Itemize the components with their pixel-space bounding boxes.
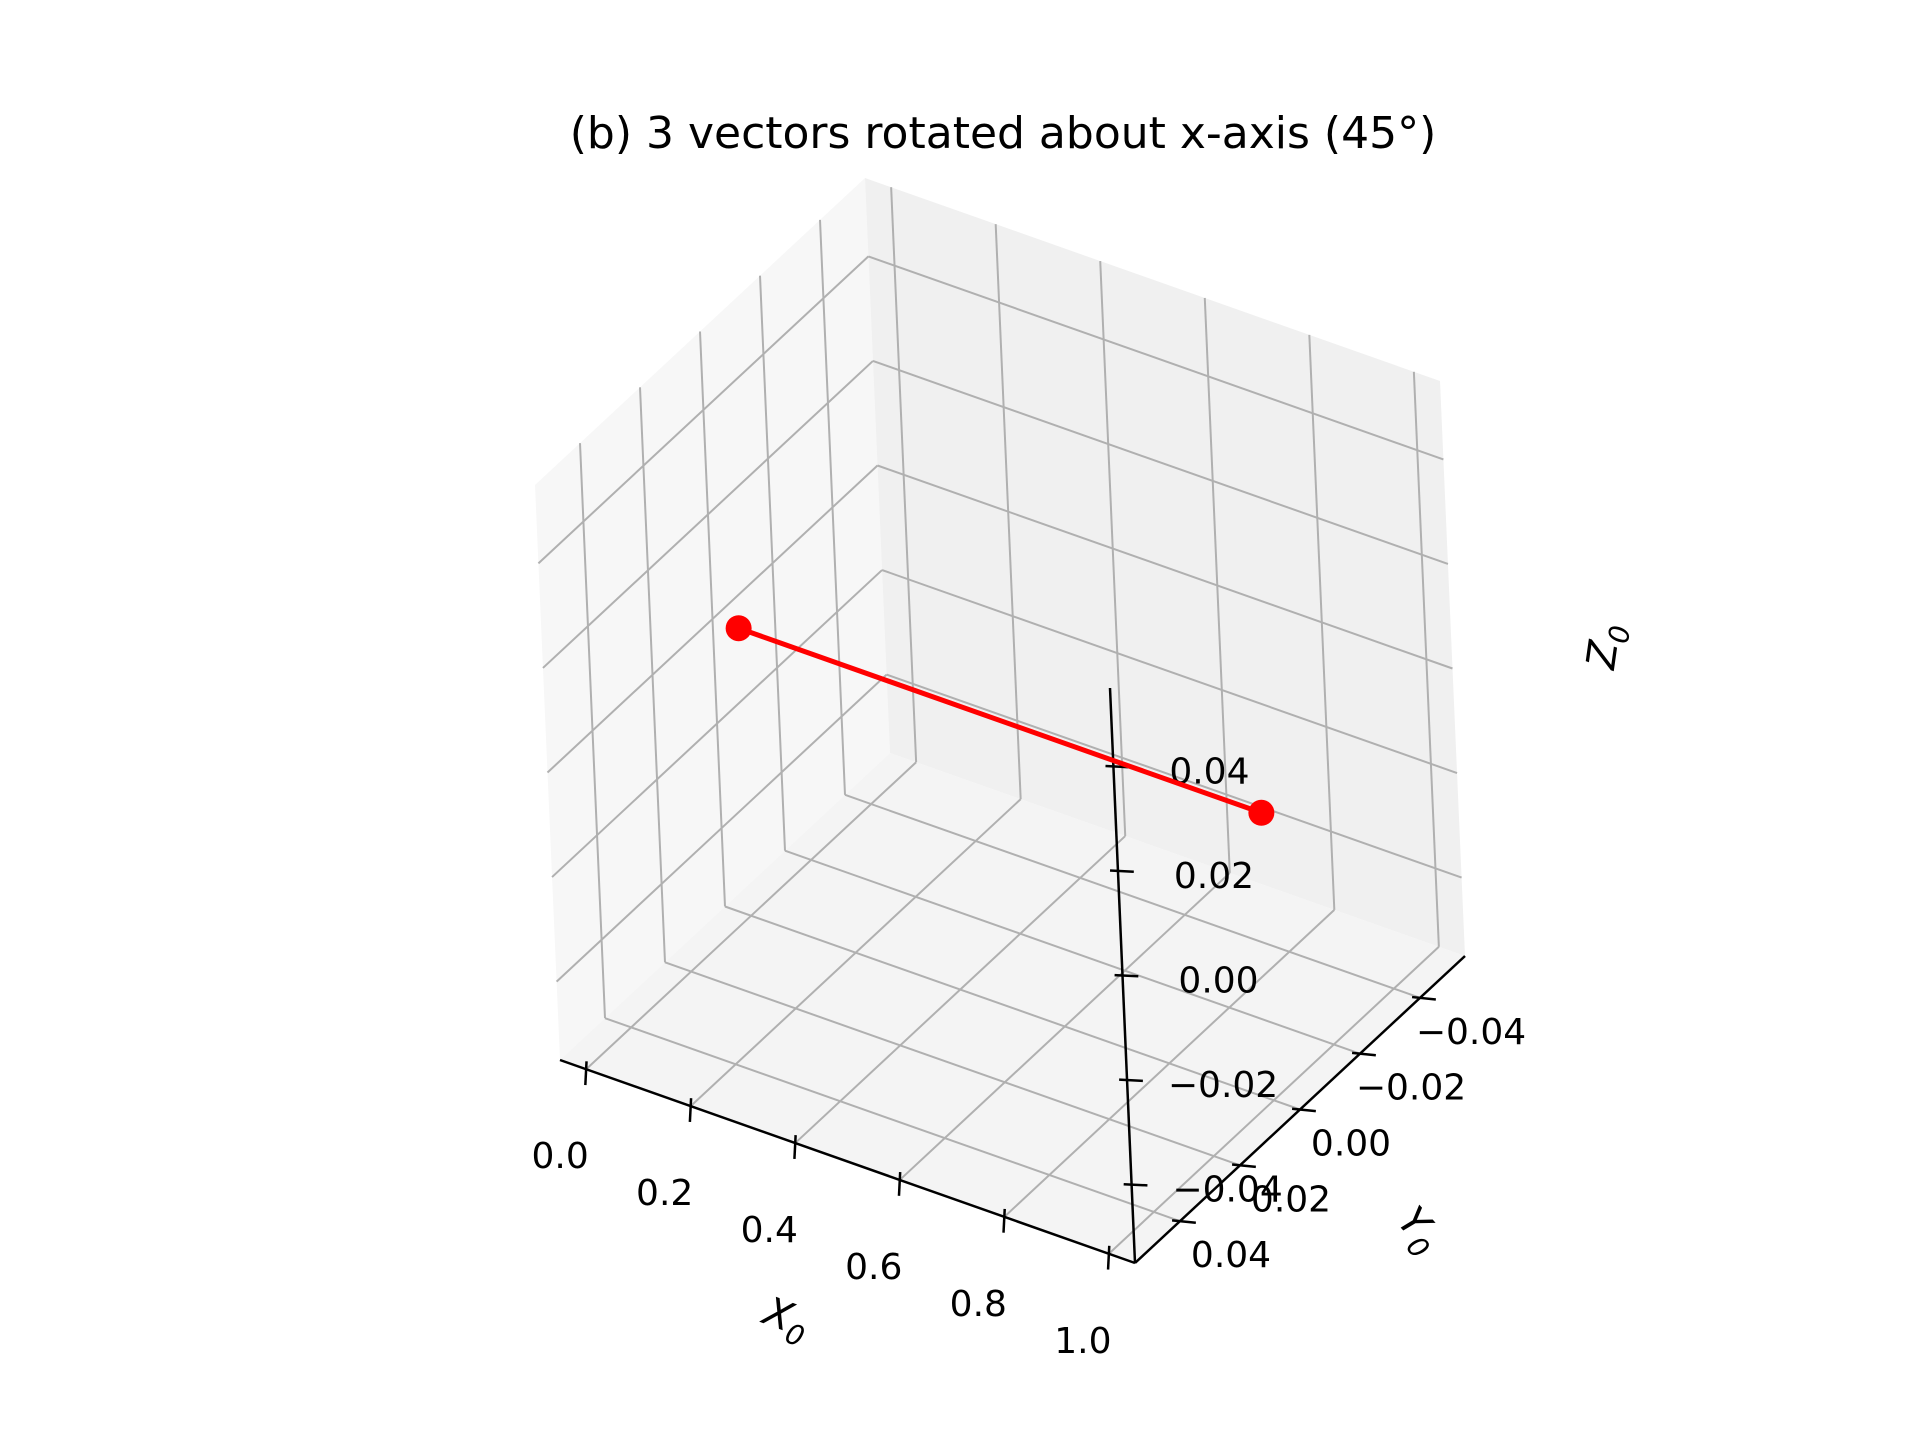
- z-tick: [1123, 1182, 1148, 1187]
- grid-line-y-floor: [844, 793, 1421, 999]
- x-tick-label: 1.0: [1054, 1321, 1111, 1362]
- z-tick-label: 0.02: [1174, 856, 1254, 897]
- x-tick-label: 0.8: [950, 1284, 1007, 1325]
- grid-line-z-back: [872, 360, 1449, 565]
- z-tick-label: 0.00: [1178, 961, 1258, 1002]
- y-tick: [1171, 1219, 1196, 1224]
- z-tick: [1114, 973, 1139, 978]
- y-tick: [1411, 995, 1436, 1001]
- y-tick-label: 0.04: [1191, 1235, 1271, 1276]
- x-tick: [584, 1061, 588, 1086]
- z-tick-label: −0.02: [1168, 1065, 1278, 1106]
- grid-line-z-side: [546, 464, 879, 774]
- grid-line-z-side: [555, 673, 888, 983]
- x-tick-label: 0.4: [741, 1210, 798, 1251]
- grid-line-y-floor: [604, 1017, 1181, 1223]
- grid-line-y-floor: [664, 961, 1241, 1167]
- chart-title: (b) 3 vectors rotated about x-axis (45°): [570, 108, 1437, 159]
- x-tick-label: 0.2: [636, 1173, 693, 1214]
- x-tick-label: 0.0: [532, 1136, 589, 1177]
- grid-line-z-side: [537, 255, 870, 565]
- grid-line-z-side: [551, 569, 883, 878]
- data-point: [725, 615, 752, 642]
- x-tick: [1002, 1208, 1006, 1233]
- grid-line-z-back: [881, 569, 1458, 774]
- x-tick: [793, 1135, 797, 1159]
- grid-line-y-floor: [784, 849, 1361, 1055]
- tick-labels: 0.0 0.2 0.4 0.6 0.8 1.0 −0.04 −0.02 0.00 0.02 0.04…: [532, 751, 1527, 1361]
- x-tick: [688, 1098, 693, 1123]
- y-tick: [1351, 1051, 1376, 1057]
- grid-lines: [537, 187, 1462, 1255]
- data-point: [1248, 799, 1275, 826]
- grid-line-y-floor: [724, 905, 1301, 1111]
- y-axis-label: Y0: [1383, 1198, 1451, 1265]
- z-tick: [1109, 869, 1134, 874]
- y-tick-label: 0.00: [1311, 1124, 1391, 1165]
- tick-marks: [584, 764, 1436, 1270]
- series-line: [737, 625, 1263, 816]
- y-tick-label: −0.02: [1356, 1068, 1466, 1109]
- y-tick: [1291, 1107, 1316, 1113]
- y-tick: [1231, 1163, 1256, 1169]
- y-tick-label: 0.02: [1251, 1179, 1331, 1220]
- x-axis-line: [559, 1058, 1136, 1265]
- z-axis-label: Z0: [1578, 621, 1637, 674]
- x-tick-label: 0.6: [845, 1247, 902, 1288]
- z-tick-label: −0.04: [1172, 1170, 1282, 1211]
- grid-line-z-back: [886, 673, 1462, 879]
- grid-line-z-back: [877, 464, 1453, 670]
- grid-line-z-back: [868, 255, 1444, 461]
- y-tick-label: −0.04: [1416, 1012, 1526, 1053]
- grid-line-z-side: [542, 360, 874, 669]
- data-series: [725, 615, 1275, 826]
- x-tick: [897, 1171, 902, 1196]
- x-axis-label: X0: [753, 1288, 816, 1354]
- x-tick: [1106, 1245, 1111, 1270]
- z-tick: [1119, 1078, 1143, 1083]
